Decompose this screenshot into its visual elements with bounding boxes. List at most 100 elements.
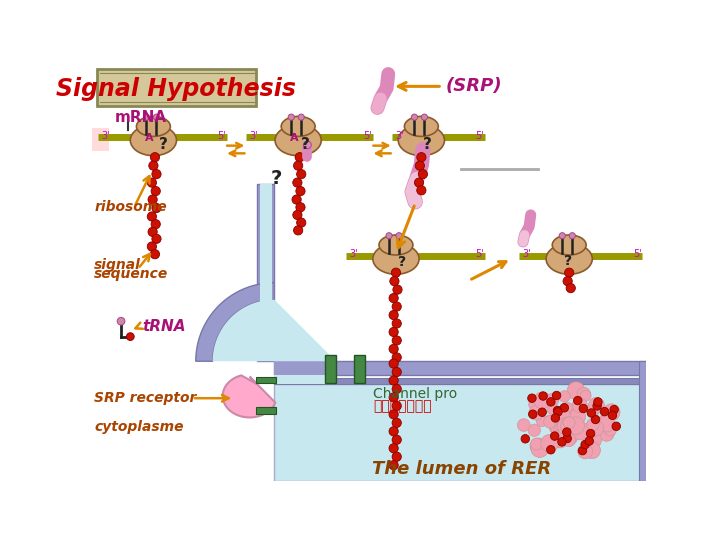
Circle shape [541,434,559,452]
Circle shape [392,336,401,345]
Circle shape [579,404,588,413]
Circle shape [389,444,398,453]
Circle shape [555,425,572,442]
Circle shape [411,114,418,120]
Circle shape [557,417,575,435]
Circle shape [538,408,546,416]
Circle shape [554,406,569,421]
Text: mRNA: mRNA [115,110,167,125]
Text: ?: ? [159,137,168,152]
Circle shape [567,425,582,440]
Bar [354,355,365,383]
Circle shape [521,435,529,443]
Text: tRNA: tRNA [142,319,185,334]
Circle shape [117,318,125,325]
Ellipse shape [275,125,321,156]
Circle shape [562,428,571,436]
Circle shape [578,447,587,455]
Circle shape [546,397,555,406]
Circle shape [558,437,566,446]
Bar [257,184,274,361]
Circle shape [389,327,398,336]
Circle shape [392,353,401,362]
Circle shape [396,233,402,239]
Circle shape [559,390,570,402]
Circle shape [544,416,557,428]
Circle shape [559,233,565,239]
Circle shape [417,153,426,162]
Circle shape [577,444,593,459]
Circle shape [594,397,602,406]
Ellipse shape [552,235,586,255]
Circle shape [561,416,577,432]
Text: A: A [290,133,299,143]
Circle shape [151,220,161,229]
Circle shape [599,416,615,432]
Text: 核糖体结合蛋白: 核糖体结合蛋白 [373,400,431,414]
Circle shape [566,284,575,293]
Circle shape [294,226,303,235]
Circle shape [152,234,161,244]
Circle shape [531,439,549,457]
Text: signal: signal [94,258,141,272]
Circle shape [585,437,593,445]
Circle shape [392,302,401,311]
Circle shape [546,446,555,454]
Bar [256,408,276,414]
Circle shape [563,276,572,286]
Circle shape [389,427,398,436]
Circle shape [571,424,585,437]
Circle shape [572,422,590,440]
Circle shape [529,406,544,420]
Circle shape [586,429,595,438]
Circle shape [604,423,616,436]
Circle shape [148,212,156,221]
Circle shape [536,415,547,427]
Ellipse shape [398,125,444,156]
Circle shape [564,268,574,278]
Circle shape [415,178,423,187]
Circle shape [551,431,567,447]
Circle shape [293,178,302,187]
Circle shape [151,186,161,195]
Circle shape [392,435,401,444]
Polygon shape [196,283,274,361]
Circle shape [581,440,590,449]
Circle shape [591,415,600,424]
Circle shape [553,406,562,415]
Circle shape [598,415,611,427]
Circle shape [150,249,160,259]
Circle shape [415,161,425,170]
Text: The lumen of RER: The lumen of RER [372,460,551,478]
Text: Channel pro: Channel pro [373,387,457,401]
Ellipse shape [405,117,438,137]
Circle shape [539,392,547,400]
Circle shape [392,418,401,428]
Circle shape [599,426,614,441]
Circle shape [563,434,572,443]
Circle shape [296,202,305,212]
Bar [256,377,276,383]
Polygon shape [212,300,336,361]
Circle shape [563,419,576,432]
Circle shape [554,423,569,438]
Ellipse shape [130,125,176,156]
Circle shape [561,429,577,446]
Bar [92,128,109,151]
Circle shape [544,415,555,426]
Circle shape [152,204,161,213]
Ellipse shape [282,117,315,137]
Text: 3': 3' [395,131,404,140]
Circle shape [588,409,595,417]
Circle shape [127,333,134,340]
Circle shape [553,409,564,421]
Circle shape [148,195,157,204]
Circle shape [389,359,398,368]
Circle shape [612,422,621,430]
Circle shape [552,392,561,400]
Circle shape [593,402,601,410]
Circle shape [547,403,559,415]
Text: ?: ? [423,137,432,152]
Text: 5': 5' [217,131,226,140]
Circle shape [589,397,604,413]
